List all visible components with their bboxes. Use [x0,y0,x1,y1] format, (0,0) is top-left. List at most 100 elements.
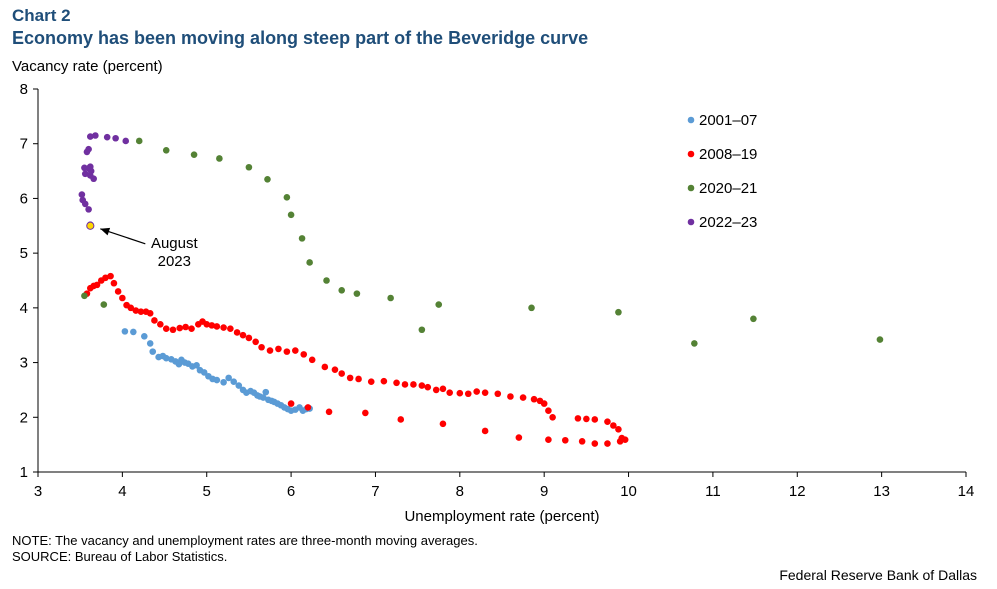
data-point [213,376,221,384]
data-point [610,422,617,429]
data-point [140,333,148,340]
data-point [93,281,101,289]
y-axis-label: Vacancy rate (percent) [12,58,163,75]
data-point [107,272,114,280]
y-tick-label: 1 [20,464,28,481]
data-point [114,288,122,295]
legend-label: 2008–19 [699,146,757,163]
data-point [616,438,624,445]
data-point [239,331,247,339]
data-point [561,436,569,444]
data-point [410,381,417,388]
legend-label: 2020–21 [699,180,757,197]
data-point [235,382,243,389]
data-point [132,307,140,314]
data-point [876,336,884,343]
data-point [325,408,333,416]
data-point [578,438,586,445]
annotation-marker [86,221,95,230]
data-point [540,400,548,407]
data-point [439,385,447,393]
data-point [615,426,622,433]
data-point [245,163,253,171]
x-tick-label: 5 [203,483,211,500]
annotation-text-line2: 2023 [158,253,191,270]
x-axis-label: Unemployment rate (percent) [404,508,599,525]
data-point [149,348,157,355]
data-point [259,394,267,401]
series-2 [83,272,629,447]
data-point [304,404,312,411]
data-point [287,211,295,219]
data-point [621,436,629,444]
data-point [287,400,295,407]
data-point [122,137,130,145]
legend-marker [687,218,695,226]
legend-marker [687,116,695,124]
data-point [130,328,137,336]
data-point [233,329,241,336]
data-point [81,292,88,300]
x-tick-label: 3 [34,483,42,500]
data-point [275,345,282,353]
x-tick-label: 7 [371,483,379,500]
x-tick-label: 4 [118,483,126,500]
data-point [103,133,111,141]
x-tick-label: 14 [958,483,975,500]
data-point [418,382,426,389]
data-point [176,324,184,332]
data-point [213,323,221,330]
data-point [220,378,227,386]
data-point [456,389,464,397]
data-point [151,317,158,324]
legend-marker [687,150,695,158]
data-point [355,375,362,383]
data-point [481,389,489,396]
y-tick-label: 8 [20,81,28,98]
data-point [283,348,291,355]
data-point [227,325,234,332]
y-tick-label: 3 [20,355,28,372]
data-point [208,322,216,329]
data-point [162,146,170,154]
note-text: NOTE: The vacancy and unemployment rates… [12,533,478,548]
data-point [193,362,200,369]
data-point [362,409,369,417]
y-ticks: 1 2 3 4 5 6 7 8 [20,81,38,481]
credit-text: Federal Reserve Bank of Dallas [779,567,977,583]
y-tick-label: 6 [20,190,28,207]
data-point [507,393,514,400]
legend: 2001–07 2008–19 2020–21 2022–23 [687,112,757,231]
y-tick-label: 7 [20,136,28,153]
data-point [203,320,211,328]
data-point [591,416,599,423]
data-point [292,347,299,354]
data-point [338,370,346,377]
data-point [85,206,92,213]
data-point [300,351,308,358]
data-point [323,277,330,284]
annotation-arrowhead [100,227,111,236]
data-point [446,389,453,396]
data-point [353,290,361,297]
data-point [78,191,86,198]
annotation-text-line1: August [151,235,199,252]
data-points [78,132,884,447]
data-point [750,315,757,323]
data-point [137,308,145,315]
data-point [81,170,89,178]
data-point [393,379,400,387]
data-point [604,440,611,447]
data-point [615,308,622,316]
data-point [283,194,291,201]
data-point [494,390,502,398]
data-point [549,413,556,421]
data-point [583,415,590,423]
data-point [225,374,232,382]
legend-label: 2022–23 [699,214,757,231]
data-point [331,366,339,373]
data-point [308,356,316,364]
data-point [146,310,154,317]
